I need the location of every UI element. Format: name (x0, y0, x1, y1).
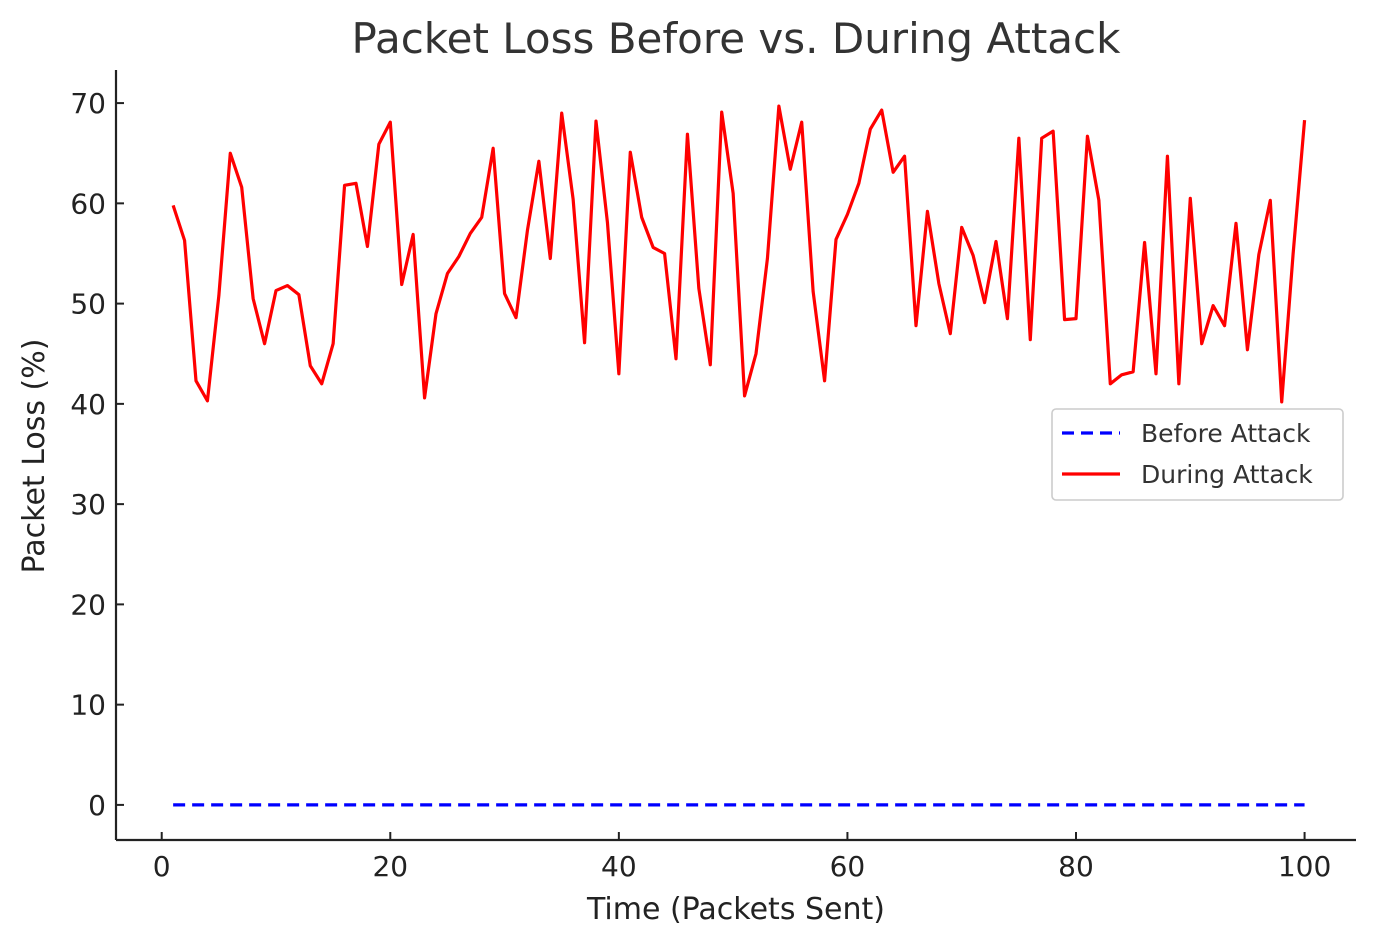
x-tick-label: 60 (830, 850, 866, 883)
legend: Before Attack During Attack (1051, 408, 1344, 501)
legend-label: During Attack (1141, 460, 1313, 489)
x-tick-label: 100 (1278, 850, 1331, 883)
legend-label: Before Attack (1141, 419, 1311, 448)
y-tick-label: 30 (70, 488, 106, 521)
y-tick-label: 60 (70, 187, 106, 220)
x-tick-label: 80 (1058, 850, 1094, 883)
y-tick-label: 0 (88, 789, 106, 822)
series-layer (171, 104, 1307, 807)
x-tick-label: 40 (601, 850, 637, 883)
chart-title: Packet Loss Before vs. During Attack (352, 14, 1122, 63)
series-line-during-attack (171, 104, 1307, 404)
ticks: 0 20 40 60 80 100 0 10 20 30 40 50 60 70 (70, 87, 1331, 883)
x-tick-label: 20 (372, 850, 408, 883)
y-axis-label: Packet Loss (%) (17, 339, 52, 574)
y-tick-label: 40 (70, 388, 106, 421)
legend-box (1051, 408, 1344, 501)
axes (114, 70, 1356, 842)
y-tick-label: 10 (70, 689, 106, 722)
y-tick-label: 20 (70, 588, 106, 621)
x-axis-label: Time (Packets Sent) (586, 892, 885, 927)
y-tick-label: 70 (70, 87, 106, 120)
x-tick-label: 0 (153, 850, 171, 883)
y-tick-label: 50 (70, 288, 106, 321)
